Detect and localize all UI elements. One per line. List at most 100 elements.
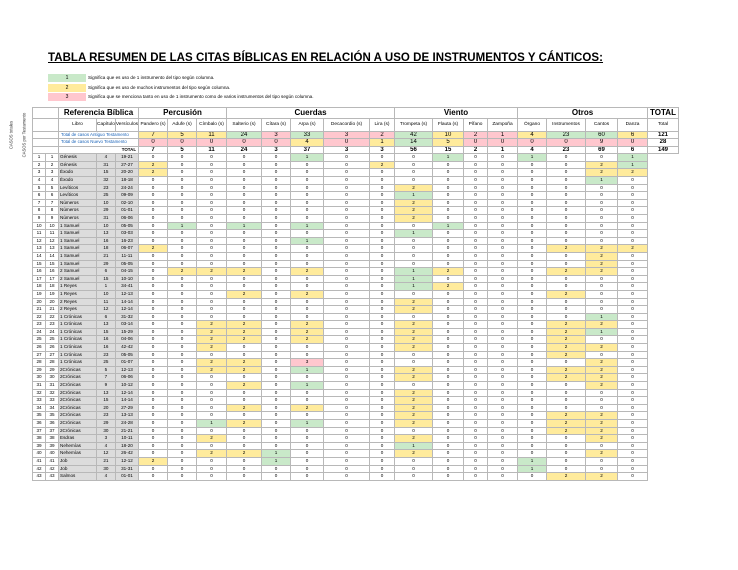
value-cell: 0 — [290, 343, 325, 352]
value-cell: 0 — [167, 343, 198, 352]
value-cell: 2 — [585, 434, 619, 443]
value-cell: 0 — [261, 191, 292, 200]
value-cell: 0 — [585, 297, 619, 307]
value-cell: 0 — [138, 358, 169, 367]
blank-cell — [32, 138, 59, 147]
total-label: TOTAL — [57, 145, 140, 155]
value-cell: 1 — [290, 381, 325, 390]
value-cell: 2 — [394, 305, 434, 314]
value-cell: 1 — [585, 312, 619, 322]
verses: 06-07 — [114, 244, 140, 253]
value-cell: 0 — [196, 198, 228, 208]
value-cell: 0 — [517, 183, 548, 193]
value-cell: 0 — [196, 456, 228, 466]
value-cell: 0 — [261, 472, 292, 481]
value-cell: 1 — [517, 153, 548, 162]
table-row: 24 24 1 Crónicas 15 15-29 0 0 2 2 0 2 0 0 2 0 0 0 0 2 1 0 — [32, 327, 679, 337]
value-cell: 0 — [138, 191, 169, 200]
value-cell: 0 — [323, 358, 371, 367]
value-cell: 0 — [432, 335, 465, 345]
value-cell: 0 — [463, 206, 489, 215]
value-cell: 0 — [463, 403, 489, 413]
chapter: 10 — [96, 289, 116, 299]
value-cell: 2 — [546, 472, 587, 481]
value-cell: 0 — [463, 259, 489, 269]
value-cell: 1 — [290, 419, 325, 428]
value-cell: 0 — [323, 305, 371, 314]
value-cell: 0 — [323, 282, 371, 291]
value-cell: 0 — [463, 320, 489, 329]
chapter: 32 — [96, 176, 116, 185]
value-cell: 0 — [323, 373, 371, 383]
value-cell: 0 — [261, 403, 292, 413]
value-cell: 1 — [261, 449, 292, 458]
value-cell: 0 — [463, 176, 489, 185]
value-cell: 1 — [290, 365, 325, 375]
chapter: 16 — [96, 343, 116, 352]
total-value: 56 — [394, 145, 434, 155]
chapter: 4 — [96, 441, 116, 451]
value-cell: 0 — [369, 198, 396, 208]
blank-cell — [648, 283, 679, 291]
value-cell: 0 — [226, 213, 263, 223]
value-cell: 0 — [617, 229, 649, 238]
value-cell: 0 — [138, 388, 169, 398]
row-number: 6 — [45, 191, 59, 200]
value-cell: 0 — [226, 297, 263, 307]
verses: 26-42 — [114, 449, 140, 458]
value-cell: 0 — [487, 343, 519, 352]
table-row: 13 13 1 Samuel 18 06-07 2 0 0 0 0 0 0 0 0 0 0 0 0 2 2 2 — [32, 244, 679, 253]
value-cell: 0 — [463, 350, 489, 360]
value-cell: 2 — [585, 251, 619, 261]
value-cell: 0 — [517, 229, 548, 238]
value-cell: 0 — [487, 464, 519, 474]
verses: 42-42 — [114, 343, 140, 352]
total-value: 0 — [463, 138, 489, 147]
row-index: 20 — [32, 297, 46, 307]
value-cell: 0 — [585, 206, 619, 215]
value-cell: 0 — [138, 373, 169, 383]
value-cell: 0 — [487, 441, 519, 451]
value-cell: 2 — [432, 267, 465, 276]
value-cell: 0 — [261, 289, 292, 299]
chapter: 10 — [96, 221, 116, 231]
book-name: 1 Crónicas — [58, 327, 97, 337]
row-number: 16 — [45, 267, 59, 276]
value-cell: 0 — [290, 449, 325, 458]
total-value: 4 — [517, 145, 548, 155]
value-cell: 0 — [167, 282, 198, 291]
row-number: 24 — [45, 327, 59, 337]
verses: 04-15 — [114, 267, 140, 276]
value-cell: 0 — [196, 396, 228, 405]
value-cell: 0 — [226, 411, 263, 420]
value-cell: 0 — [196, 373, 228, 383]
value-cell: 0 — [517, 191, 548, 200]
table-row: 4 4 Éxodo 32 18-18 0 0 0 0 0 0 0 0 0 0 0 0 0 0 1 0 — [32, 176, 679, 185]
row-index: 12 — [32, 236, 46, 246]
value-cell: 0 — [487, 160, 519, 170]
value-cell: 0 — [167, 305, 198, 314]
value-cell: 0 — [369, 449, 396, 458]
row-number: 43 — [45, 472, 59, 481]
value-cell: 2 — [290, 267, 325, 276]
value-cell: 0 — [463, 153, 489, 162]
value-cell: 0 — [463, 426, 489, 436]
total-value: 3 — [323, 130, 371, 140]
row-number: 10 — [45, 221, 59, 231]
value-cell: 0 — [226, 388, 263, 398]
value-cell: 2 — [394, 335, 434, 345]
value-cell: 0 — [369, 411, 396, 420]
value-cell: 0 — [394, 176, 434, 185]
column-header: Zampoña — [487, 118, 519, 132]
value-cell: 2 — [585, 320, 619, 329]
value-cell: 0 — [138, 229, 169, 238]
column-header: Arpa (s) — [290, 118, 325, 132]
value-cell: 0 — [323, 251, 371, 261]
value-cell: 2 — [196, 434, 228, 443]
value-cell: 0 — [517, 244, 548, 253]
table-row: 29 29 2Crónicas 5 12-13 0 0 2 2 0 1 0 0 2 0 0 0 0 2 2 0 — [32, 365, 679, 375]
chapter: 15 — [96, 168, 116, 177]
value-cell: 0 — [261, 206, 292, 215]
book-name: Números — [58, 198, 97, 208]
total-value: 11 — [196, 145, 228, 155]
